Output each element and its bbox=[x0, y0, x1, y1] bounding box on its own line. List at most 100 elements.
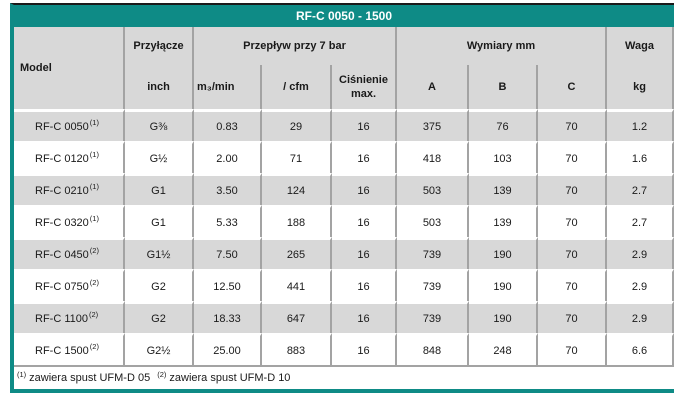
dim-c-cell: 70 bbox=[538, 269, 607, 301]
table-row: RF-C 0750 (2) G2 12.50 441 16 739 190 70… bbox=[14, 269, 674, 301]
footnote-marker: (1) bbox=[89, 118, 99, 127]
inch-cell: G2 bbox=[125, 269, 194, 301]
footnote-marker: (1) bbox=[89, 150, 99, 159]
dim-b-cell: 190 bbox=[469, 301, 538, 333]
table-title: RF-C 0050 - 1500 bbox=[295, 9, 393, 23]
footnotes: (1) zawiera spust UFM-D 05 (2) zawiera s… bbox=[14, 367, 674, 389]
model-label: RF-C 0450 bbox=[35, 248, 89, 261]
dim-a-cell: 739 bbox=[397, 269, 469, 301]
dim-a-cell: 848 bbox=[397, 333, 469, 365]
dim-a-cell: 375 bbox=[397, 109, 469, 141]
cfm-cell: 883 bbox=[262, 333, 332, 365]
spec-table: RF-C 0050 - 1500 Model Przyłącze inch Pr… bbox=[10, 3, 674, 393]
cisnienie-cell: 16 bbox=[332, 205, 397, 237]
table-row: RF-C 0450 (2) G1½ 7.50 265 16 739 190 70… bbox=[14, 237, 674, 269]
dim-a-cell: 739 bbox=[397, 237, 469, 269]
model-cell: RF-C 0320 (1) bbox=[14, 205, 125, 237]
cisnienie-line1: Ciśnienie bbox=[339, 74, 388, 86]
dim-b-cell: 76 bbox=[469, 109, 538, 141]
column-header-m3min: m₃/min bbox=[194, 65, 262, 109]
column-header-inch: inch bbox=[125, 65, 194, 109]
inch-cell: G1½ bbox=[125, 237, 194, 269]
m3min-cell: 2.00 bbox=[194, 141, 262, 173]
model-label: RF-C 0210 bbox=[35, 184, 89, 197]
cisnienie-line2: max. bbox=[350, 88, 377, 100]
footnote-marker: (2) bbox=[89, 246, 99, 255]
dim-b-cell: 139 bbox=[469, 205, 538, 237]
footnote-1-marker: (1) bbox=[17, 369, 27, 379]
dim-b-cell: 139 bbox=[469, 173, 538, 205]
model-label: RF-C 1100 bbox=[35, 312, 88, 325]
model-label: RF-C 0320 bbox=[35, 216, 89, 229]
column-header-b: B bbox=[469, 65, 538, 109]
inch-cell: G2½ bbox=[125, 333, 194, 365]
table-header: Model Przyłącze inch Przepływ przy 7 bar… bbox=[14, 27, 674, 109]
cisnienie-cell: 16 bbox=[332, 301, 397, 333]
dim-b-cell: 190 bbox=[469, 237, 538, 269]
dim-b-cell: 103 bbox=[469, 141, 538, 173]
weight-cell: 2.7 bbox=[607, 205, 674, 237]
dim-c-cell: 70 bbox=[538, 141, 607, 173]
dim-c-cell: 70 bbox=[538, 173, 607, 205]
model-cell: RF-C 0450 (2) bbox=[14, 237, 125, 269]
weight-cell: 1.2 bbox=[607, 109, 674, 141]
footnote-marker: (2) bbox=[89, 342, 99, 351]
weight-cell: 2.9 bbox=[607, 269, 674, 301]
model-label: RF-C 0050 bbox=[35, 120, 89, 133]
dim-c-cell: 70 bbox=[538, 237, 607, 269]
cfm-cell: 647 bbox=[262, 301, 332, 333]
model-cell: RF-C 1500 (2) bbox=[14, 333, 125, 365]
m3min-cell: 3.50 bbox=[194, 173, 262, 205]
inch-cell: G1 bbox=[125, 205, 194, 237]
model-label: RF-C 0750 bbox=[35, 280, 89, 293]
dim-a-cell: 739 bbox=[397, 301, 469, 333]
m3min-cell: 7.50 bbox=[194, 237, 262, 269]
cfm-cell: 29 bbox=[262, 109, 332, 141]
model-cell: RF-C 0750 (2) bbox=[14, 269, 125, 301]
cisnienie-cell: 16 bbox=[332, 173, 397, 205]
weight-cell: 2.9 bbox=[607, 237, 674, 269]
table-row: RF-C 1500 (2) G2½ 25.00 883 16 848 248 7… bbox=[14, 333, 674, 365]
column-header-a: A bbox=[397, 65, 469, 109]
column-header-przeplyw: Przepływ przy 7 bar bbox=[194, 27, 397, 65]
m3min-cell: 5.33 bbox=[194, 205, 262, 237]
dim-a-cell: 503 bbox=[397, 173, 469, 205]
cisnienie-cell: 16 bbox=[332, 141, 397, 173]
cisnienie-cell: 16 bbox=[332, 237, 397, 269]
m3min-cell: 12.50 bbox=[194, 269, 262, 301]
column-header-cfm: / cfm bbox=[262, 65, 332, 109]
dim-c-cell: 70 bbox=[538, 301, 607, 333]
dim-c-cell: 70 bbox=[538, 109, 607, 141]
column-header-kg: kg bbox=[607, 65, 674, 109]
model-label: RF-C 1500 bbox=[35, 344, 89, 357]
cisnienie-cell: 16 bbox=[332, 269, 397, 301]
model-label: RF-C 0120 bbox=[35, 152, 89, 165]
model-cell: RF-C 1100 (2) bbox=[14, 301, 125, 333]
model-cell: RF-C 0120 (1) bbox=[14, 141, 125, 173]
dim-b-cell: 248 bbox=[469, 333, 538, 365]
dim-a-cell: 503 bbox=[397, 205, 469, 237]
column-header-wymiary: Wymiary mm bbox=[397, 27, 607, 65]
inch-cell: G½ bbox=[125, 141, 194, 173]
model-cell: RF-C 0210 (1) bbox=[14, 173, 125, 205]
footnote-2-text: zawiera spust UFM-D 10 bbox=[169, 372, 291, 384]
table-row: RF-C 0320 (1) G1 5.33 188 16 503 139 70 … bbox=[14, 205, 674, 237]
dim-c-cell: 70 bbox=[538, 333, 607, 365]
cfm-cell: 188 bbox=[262, 205, 332, 237]
footnote-marker: (2) bbox=[89, 278, 99, 287]
weight-cell: 2.7 bbox=[607, 173, 674, 205]
dim-c-cell: 70 bbox=[538, 205, 607, 237]
footnote-marker: (1) bbox=[89, 214, 99, 223]
cfm-cell: 441 bbox=[262, 269, 332, 301]
table-row: RF-C 1100 (2) G2 18.33 647 16 739 190 70… bbox=[14, 301, 674, 333]
cfm-cell: 71 bbox=[262, 141, 332, 173]
weight-cell: 1.6 bbox=[607, 141, 674, 173]
table-title-bar: RF-C 0050 - 1500 bbox=[14, 5, 674, 27]
inch-cell: G⅜ bbox=[125, 109, 194, 141]
dim-a-cell: 418 bbox=[397, 141, 469, 173]
footnote-marker: (2) bbox=[88, 310, 99, 319]
footnote-1-text: zawiera spust UFM-D 05 bbox=[29, 372, 151, 384]
column-header-cisnienie-max: Ciśnienie max. bbox=[332, 65, 397, 109]
dim-b-cell: 190 bbox=[469, 269, 538, 301]
table-row: RF-C 0050 (1) G⅜ 0.83 29 16 375 76 70 1.… bbox=[14, 109, 674, 141]
